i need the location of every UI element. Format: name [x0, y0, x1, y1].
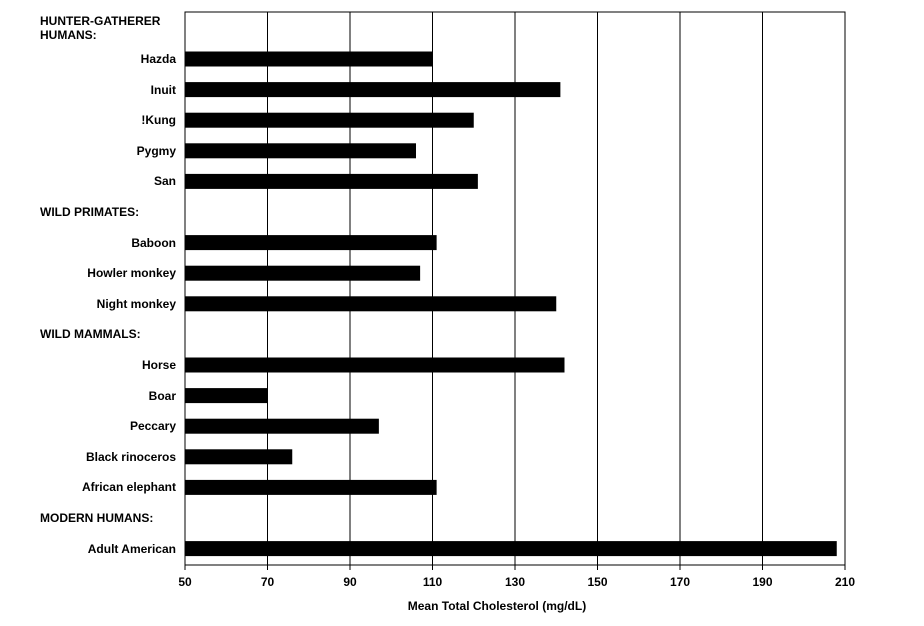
bar	[185, 418, 379, 434]
bar	[185, 82, 561, 98]
y-tick-label: Black rinoceros	[85, 449, 176, 464]
y-tick-label: Hazda	[140, 52, 176, 66]
bar	[185, 235, 437, 251]
y-tick-label: Night monkey	[96, 296, 176, 311]
x-tick-label: 150	[587, 575, 607, 589]
y-tick-label: !Kung	[141, 113, 176, 128]
x-tick-label: 110	[423, 575, 443, 589]
bar	[185, 388, 268, 404]
x-axis-label: Mean Total Cholesterol (mg/dL)	[408, 599, 586, 613]
bar	[185, 449, 293, 465]
group-label: MODERN HUMANS:	[40, 511, 154, 525]
y-tick-label: Baboon	[131, 235, 176, 250]
x-tick-label: 90	[343, 575, 357, 589]
bar	[185, 541, 837, 557]
y-tick-label: Pygmy	[136, 143, 176, 158]
bar	[185, 296, 557, 312]
bar	[185, 112, 474, 128]
bar	[185, 143, 416, 159]
bar	[185, 51, 433, 67]
y-tick-label: Adult American	[87, 541, 176, 556]
y-tick-label: Howler monkey	[87, 266, 176, 281]
x-tick-label: 190	[752, 575, 772, 589]
y-tick-label: San	[153, 174, 176, 189]
group-label: WILD PRIMATES:	[40, 205, 140, 219]
bar	[185, 173, 478, 189]
y-tick-label: Horse	[141, 358, 176, 372]
y-tick-label: Inuit	[150, 82, 176, 97]
x-tick-label: 210	[835, 575, 855, 589]
y-tick-label: African elephant	[81, 480, 176, 495]
x-tick-label: 50	[178, 575, 192, 589]
bar	[185, 265, 421, 281]
group-label: WILD MAMMALS:	[40, 327, 141, 342]
bar	[185, 357, 565, 373]
x-tick-label: 70	[261, 575, 275, 589]
bar	[185, 479, 437, 495]
x-tick-label: 170	[670, 575, 690, 589]
group-label: HUNTER-GATHERER HUMANS:	[40, 14, 161, 43]
y-tick-label: Boar	[148, 388, 176, 403]
y-tick-label: Peccary	[129, 419, 176, 434]
x-tick-label: 130	[505, 575, 525, 589]
